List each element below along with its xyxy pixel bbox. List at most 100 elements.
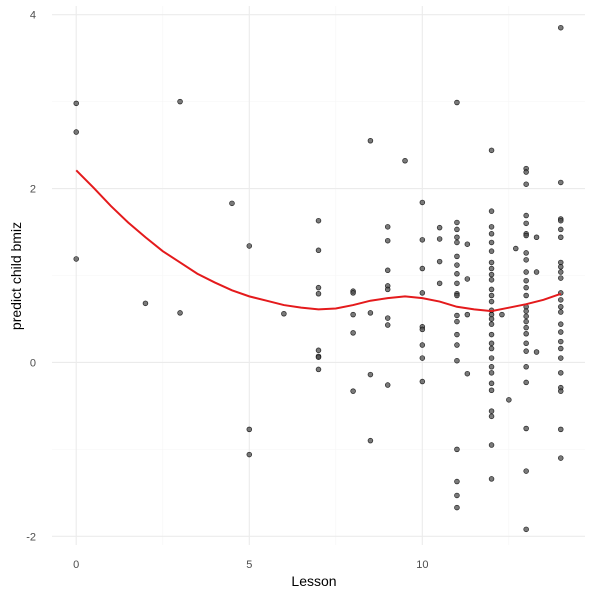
data-point [384, 315, 391, 321]
data-point [367, 371, 374, 378]
data-point [558, 297, 564, 303]
data-point [523, 425, 529, 432]
data-point [73, 100, 79, 107]
data-point [533, 349, 540, 355]
data-point [523, 468, 529, 474]
y-tick-label: 2 [30, 184, 36, 196]
data-point [558, 345, 564, 352]
minor-gridlines [52, 6, 585, 545]
data-point [315, 284, 322, 291]
data-point [436, 258, 443, 265]
x-axis-title: Lesson [291, 573, 336, 589]
data-point [454, 234, 460, 240]
data-point [454, 446, 460, 453]
data-point [419, 265, 426, 272]
data-point [315, 217, 322, 224]
data-point [488, 224, 495, 230]
data-point [488, 316, 495, 322]
data-point [488, 248, 495, 254]
data-point [488, 442, 495, 448]
data-point [229, 200, 235, 207]
data-point [454, 262, 460, 268]
data-point [454, 478, 460, 485]
data-point [454, 342, 460, 348]
data-point [488, 292, 495, 299]
data-point [464, 370, 471, 377]
data-point [488, 277, 495, 283]
data-point [558, 269, 564, 275]
data-point [513, 245, 519, 252]
data-point [523, 379, 529, 386]
data-point [533, 234, 540, 240]
data-point [454, 318, 460, 325]
y-tick-label: 0 [30, 357, 36, 369]
data-point [350, 290, 356, 296]
data-point [350, 311, 356, 318]
data-point [454, 504, 460, 511]
data-point [281, 311, 287, 317]
data-point [419, 326, 426, 333]
y-axis-ticks: -2 0 2 4 [26, 10, 36, 544]
data-point [142, 300, 149, 307]
data-point [523, 284, 529, 291]
data-point [384, 382, 391, 388]
data-point [523, 308, 529, 314]
data-point [177, 310, 183, 316]
y-tick-label: 4 [30, 10, 36, 22]
data-point [488, 208, 495, 214]
data-point [419, 199, 426, 206]
data-point [384, 267, 391, 274]
data-point [384, 224, 391, 230]
data-point [523, 330, 529, 337]
data-points [73, 24, 564, 533]
data-point [315, 366, 322, 373]
data-point [454, 219, 460, 226]
data-point [558, 179, 564, 186]
data-point [454, 280, 460, 287]
data-point [523, 313, 529, 320]
data-point [488, 331, 495, 338]
data-point [523, 277, 529, 284]
data-point [436, 280, 443, 287]
data-point [488, 265, 495, 272]
data-point [523, 292, 529, 299]
data-point [523, 348, 529, 354]
x-tick-label: 0 [73, 559, 79, 571]
data-point [523, 269, 529, 275]
data-point [558, 226, 564, 233]
data-point [454, 312, 460, 319]
data-point [488, 413, 495, 420]
data-point [558, 338, 564, 345]
y-axis-title: predict child bmiz [8, 222, 24, 330]
data-point [315, 247, 322, 254]
data-point [558, 321, 564, 327]
x-tick-label: 10 [416, 559, 428, 571]
data-point [464, 276, 471, 282]
data-point [558, 355, 564, 361]
data-point [523, 250, 529, 256]
data-point [558, 217, 564, 224]
data-point [73, 256, 79, 262]
data-point [499, 311, 505, 318]
data-point [177, 98, 183, 105]
data-point [523, 232, 529, 239]
data-point [523, 212, 529, 219]
data-point [523, 526, 529, 533]
data-point [488, 231, 495, 237]
data-point [488, 321, 495, 327]
data-point [558, 329, 564, 335]
data-point [402, 157, 408, 164]
data-point [384, 237, 391, 244]
data-point [488, 286, 495, 293]
x-axis-ticks: 0 5 10 [73, 559, 428, 571]
data-point [558, 309, 564, 315]
data-point [464, 311, 471, 318]
data-point [488, 387, 495, 394]
data-point [436, 236, 443, 242]
data-point [246, 243, 253, 249]
data-point [488, 355, 495, 361]
data-point [350, 330, 356, 336]
data-point [488, 271, 495, 278]
